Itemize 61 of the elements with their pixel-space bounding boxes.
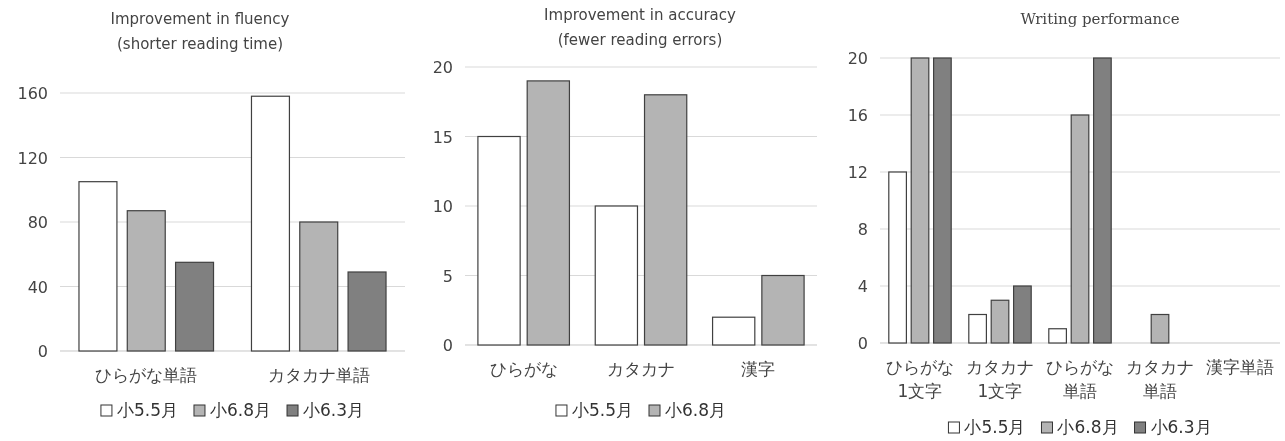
y-tick-label: 20	[432, 58, 453, 77]
y-tick-label: 10	[432, 197, 453, 216]
legend-label: 小6.8月	[209, 400, 272, 420]
chart-title: Writing performance	[1020, 10, 1180, 28]
bar	[761, 274, 805, 346]
bar	[990, 299, 1010, 344]
bar	[968, 313, 987, 344]
chart-title: Improvement in accuracy	[544, 6, 737, 24]
bar	[526, 80, 571, 346]
y-tick-label: 160	[17, 84, 48, 103]
bar	[477, 135, 521, 346]
bar	[888, 171, 907, 344]
y-tick-label: 80	[27, 213, 48, 232]
legend-label: 小5.5月	[116, 400, 178, 420]
y-tick-label: 15	[432, 127, 453, 147]
bar	[174, 261, 215, 352]
legend-label: 小6.8月	[665, 400, 727, 420]
chart-subtitle: (shorter reading time)	[116, 35, 284, 53]
legend-label: 小5.5月	[571, 400, 633, 420]
bar	[910, 57, 930, 344]
chart-title: Improvement in fluency	[110, 10, 290, 28]
y-tick-label: 16	[847, 106, 868, 125]
legend-label: 小6.3月	[303, 400, 365, 420]
bar	[1048, 328, 1067, 344]
bar	[643, 94, 688, 346]
bar	[78, 181, 118, 352]
bar	[1150, 313, 1170, 344]
x-tick-label: ひらがな	[489, 359, 558, 379]
x-tick-label: カタカナ	[607, 359, 675, 379]
y-tick-label: 4	[857, 277, 868, 296]
x-tick-label: ひらがな1文字	[886, 357, 954, 401]
bar	[1013, 285, 1032, 344]
legend-label: 小5.5月	[964, 417, 1026, 437]
y-tick-label: 20	[847, 49, 868, 68]
y-tick-label: 8	[857, 220, 868, 239]
bar	[933, 57, 952, 344]
x-tick-label: カタカナ単語	[1126, 357, 1194, 401]
x-tick-label: 漢字単語	[1206, 357, 1274, 377]
x-tick-label: ひらがな単語	[95, 365, 198, 385]
bar	[250, 95, 291, 352]
y-tick-label: 0	[857, 334, 868, 353]
legend-label: 小6.8月	[1057, 417, 1119, 437]
y-tick-label: 12	[847, 163, 868, 182]
legend-label: 小6.3月	[1150, 417, 1212, 437]
y-tick-label: 0	[442, 336, 453, 355]
bar	[1070, 114, 1090, 344]
bar	[347, 271, 387, 352]
bar	[1093, 57, 1112, 344]
chart-subtitle: (fewer reading errors)	[557, 31, 723, 49]
bar	[594, 205, 639, 346]
x-tick-label: カタカナ1文字	[966, 357, 1034, 401]
x-tick-label: カタカナ単語	[267, 365, 370, 385]
bar	[299, 221, 339, 352]
bar	[711, 316, 756, 346]
y-tick-label: 40	[27, 277, 48, 297]
bar	[126, 210, 166, 352]
x-tick-label: ひらがな単語	[1046, 357, 1114, 401]
y-tick-label: 0	[37, 342, 48, 361]
y-tick-label: 120	[17, 148, 48, 168]
x-tick-label: 漢字	[741, 359, 776, 379]
y-tick-label: 5	[442, 266, 453, 286]
